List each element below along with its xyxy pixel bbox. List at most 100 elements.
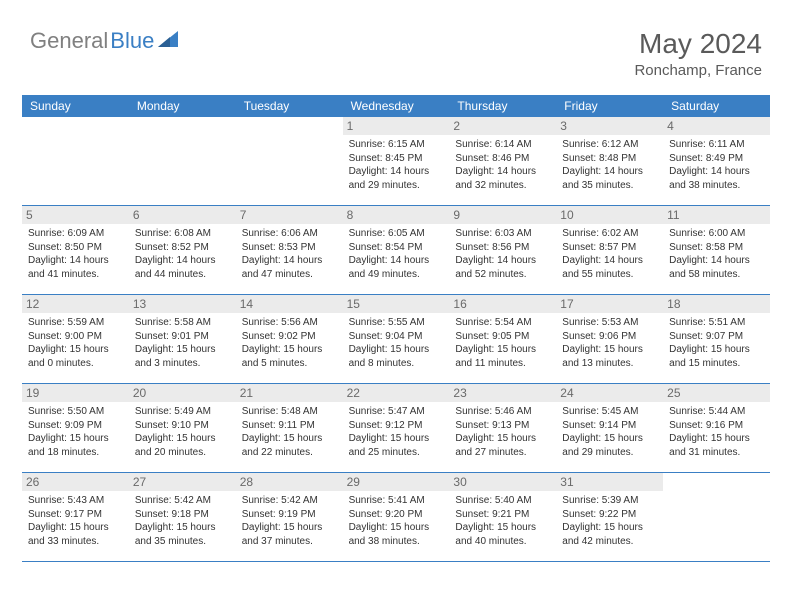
day-info-line: Sunrise: 5:58 AM	[135, 316, 230, 330]
day-info-line: Sunrise: 6:00 AM	[669, 227, 764, 241]
day-info-line: Sunset: 8:50 PM	[28, 241, 123, 255]
day-info-line: and 38 minutes.	[349, 535, 444, 549]
day-info-line: Daylight: 15 hours	[242, 343, 337, 357]
day-info-line: Sunrise: 6:12 AM	[562, 138, 657, 152]
day-info-line: Sunrise: 5:50 AM	[28, 405, 123, 419]
day-number: 3	[556, 117, 663, 135]
day-info-line: Sunrise: 5:43 AM	[28, 494, 123, 508]
calendar: SundayMondayTuesdayWednesdayThursdayFrid…	[22, 95, 770, 562]
calendar-cell	[129, 117, 236, 206]
day-info-line: Daylight: 15 hours	[135, 432, 230, 446]
day-info-line: and 35 minutes.	[135, 535, 230, 549]
calendar-weekday-row: SundayMondayTuesdayWednesdayThursdayFrid…	[22, 95, 770, 117]
day-info-line: Daylight: 15 hours	[455, 432, 550, 446]
day-info-line: and 3 minutes.	[135, 357, 230, 371]
day-info-line: Sunrise: 5:48 AM	[242, 405, 337, 419]
day-info-line: and 0 minutes.	[28, 357, 123, 371]
day-info-line: and 18 minutes.	[28, 446, 123, 460]
day-info-line: Daylight: 15 hours	[455, 521, 550, 535]
day-number: 27	[129, 473, 236, 491]
day-info-line: Sunrise: 5:47 AM	[349, 405, 444, 419]
day-number: 6	[129, 206, 236, 224]
calendar-cell: 11Sunrise: 6:00 AMSunset: 8:58 PMDayligh…	[663, 206, 770, 295]
day-info-line: Sunset: 8:57 PM	[562, 241, 657, 255]
day-number: 1	[343, 117, 450, 135]
day-number: 5	[22, 206, 129, 224]
day-info-line: Sunset: 9:11 PM	[242, 419, 337, 433]
calendar-cell: 12Sunrise: 5:59 AMSunset: 9:00 PMDayligh…	[22, 295, 129, 384]
day-number: 11	[663, 206, 770, 224]
calendar-cell: 8Sunrise: 6:05 AMSunset: 8:54 PMDaylight…	[343, 206, 450, 295]
day-info-line: Daylight: 14 hours	[669, 254, 764, 268]
logo-text-blue: Blue	[110, 28, 154, 54]
day-info-line: and 58 minutes.	[669, 268, 764, 282]
day-number: 24	[556, 384, 663, 402]
day-info-line: Sunrise: 5:51 AM	[669, 316, 764, 330]
day-info-line: and 47 minutes.	[242, 268, 337, 282]
day-info-line: Sunrise: 5:39 AM	[562, 494, 657, 508]
triangle-icon	[158, 31, 178, 52]
day-info-line: Daylight: 15 hours	[135, 343, 230, 357]
day-info-line: Sunset: 9:22 PM	[562, 508, 657, 522]
day-info-line: Sunset: 9:21 PM	[455, 508, 550, 522]
day-info-line: Daylight: 14 hours	[455, 165, 550, 179]
day-info-line: Sunset: 9:05 PM	[455, 330, 550, 344]
day-info-line: Sunrise: 6:11 AM	[669, 138, 764, 152]
day-info-line: and 42 minutes.	[562, 535, 657, 549]
day-number: 13	[129, 295, 236, 313]
day-info-line: Sunrise: 5:42 AM	[242, 494, 337, 508]
day-info-line: Sunset: 9:16 PM	[669, 419, 764, 433]
day-info-line: Sunrise: 5:56 AM	[242, 316, 337, 330]
day-info-line: Sunset: 9:13 PM	[455, 419, 550, 433]
calendar-cell: 10Sunrise: 6:02 AMSunset: 8:57 PMDayligh…	[556, 206, 663, 295]
calendar-cell: 3Sunrise: 6:12 AMSunset: 8:48 PMDaylight…	[556, 117, 663, 206]
calendar-cell: 19Sunrise: 5:50 AMSunset: 9:09 PMDayligh…	[22, 384, 129, 473]
day-number: 14	[236, 295, 343, 313]
calendar-cell: 31Sunrise: 5:39 AMSunset: 9:22 PMDayligh…	[556, 473, 663, 562]
day-info-line: and 52 minutes.	[455, 268, 550, 282]
day-info-line: Sunset: 9:19 PM	[242, 508, 337, 522]
day-info-line: Sunset: 9:18 PM	[135, 508, 230, 522]
day-info-line: and 29 minutes.	[562, 446, 657, 460]
weekday-label: Friday	[556, 95, 663, 117]
day-info-line: Sunrise: 5:59 AM	[28, 316, 123, 330]
day-info-line: Sunset: 9:20 PM	[349, 508, 444, 522]
weekday-label: Saturday	[663, 95, 770, 117]
weekday-label: Wednesday	[343, 95, 450, 117]
day-number: 2	[449, 117, 556, 135]
day-info-line: and 55 minutes.	[562, 268, 657, 282]
day-info-line: Daylight: 15 hours	[28, 521, 123, 535]
day-number: 18	[663, 295, 770, 313]
calendar-cell	[236, 117, 343, 206]
day-info-line: Daylight: 15 hours	[562, 432, 657, 446]
day-info-line: Daylight: 14 hours	[562, 165, 657, 179]
day-info-line: and 25 minutes.	[349, 446, 444, 460]
day-info-line: and 31 minutes.	[669, 446, 764, 460]
day-info-line: Sunset: 9:17 PM	[28, 508, 123, 522]
calendar-cell: 23Sunrise: 5:46 AMSunset: 9:13 PMDayligh…	[449, 384, 556, 473]
day-number: 4	[663, 117, 770, 135]
day-number: 30	[449, 473, 556, 491]
calendar-cell: 15Sunrise: 5:55 AMSunset: 9:04 PMDayligh…	[343, 295, 450, 384]
day-info-line: Daylight: 15 hours	[242, 432, 337, 446]
day-info-line: and 29 minutes.	[349, 179, 444, 193]
day-info-line: and 15 minutes.	[669, 357, 764, 371]
day-info-line: Daylight: 14 hours	[455, 254, 550, 268]
day-info-line: Sunset: 9:14 PM	[562, 419, 657, 433]
calendar-cell	[22, 117, 129, 206]
day-info-line: and 49 minutes.	[349, 268, 444, 282]
day-info-line: Sunrise: 6:06 AM	[242, 227, 337, 241]
day-number: 10	[556, 206, 663, 224]
day-info-line: Daylight: 14 hours	[135, 254, 230, 268]
day-number: 28	[236, 473, 343, 491]
day-info-line: Daylight: 15 hours	[349, 432, 444, 446]
day-info-line: Daylight: 15 hours	[562, 521, 657, 535]
calendar-cell: 5Sunrise: 6:09 AMSunset: 8:50 PMDaylight…	[22, 206, 129, 295]
weekday-label: Tuesday	[236, 95, 343, 117]
day-info-line: Sunrise: 5:49 AM	[135, 405, 230, 419]
calendar-cell: 27Sunrise: 5:42 AMSunset: 9:18 PMDayligh…	[129, 473, 236, 562]
day-info-line: Sunset: 9:07 PM	[669, 330, 764, 344]
day-info-line: Sunset: 9:04 PM	[349, 330, 444, 344]
day-info-line: and 40 minutes.	[455, 535, 550, 549]
day-info-line: Sunrise: 6:05 AM	[349, 227, 444, 241]
